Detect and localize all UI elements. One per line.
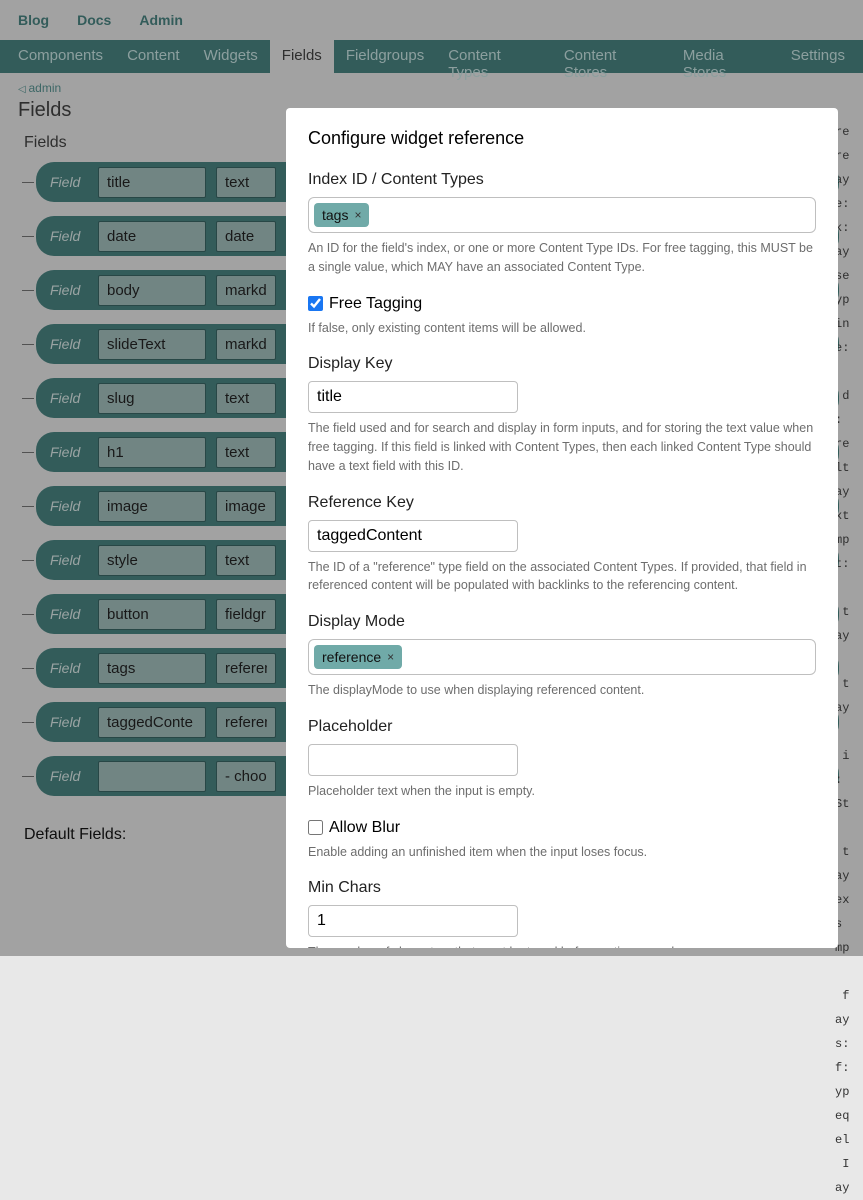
help-placeholder: Placeholder text when the input is empty… [308,782,816,801]
group-placeholder: Placeholder Placeholder text when the in… [308,718,816,801]
help-index-id: An ID for the field's index, or one or m… [308,239,816,277]
display-mode-chip[interactable]: reference × [314,645,402,669]
label-min-chars: Min Chars [308,879,816,897]
label-placeholder: Placeholder [308,718,816,736]
help-display-mode: The displayMode to use when displaying r… [308,681,816,700]
label-display-mode: Display Mode [308,613,816,631]
index-id-chip[interactable]: tags × [314,203,369,227]
group-reference-key: Reference Key The ID of a "reference" ty… [308,494,816,596]
configure-widget-modal: Configure widget reference Index ID / Co… [286,108,838,948]
group-free-tagging: Free Tagging If false, only existing con… [308,295,816,338]
remove-chip-icon[interactable]: × [354,208,361,222]
checkbox-free-tagging[interactable] [308,296,323,311]
modal-title: Configure widget reference [308,128,816,149]
remove-chip-icon[interactable]: × [387,650,394,664]
input-reference-key[interactable] [308,520,518,552]
input-min-chars[interactable] [308,905,518,937]
input-display-mode[interactable]: reference × [308,639,816,675]
help-reference-key: The ID of a "reference" type field on th… [308,558,816,596]
label-reference-key: Reference Key [308,494,816,512]
group-allow-blur: Allow Blur Enable adding an unfinished i… [308,819,816,862]
group-display-key: Display Key The field used and for searc… [308,355,816,475]
help-free-tagging: If false, only existing content items wi… [308,319,816,338]
checkbox-allow-blur[interactable] [308,820,323,835]
group-min-chars: Min Chars The number of characters that … [308,879,816,948]
help-display-key: The field used and for search and displa… [308,419,816,475]
label-index-id: Index ID / Content Types [308,171,816,189]
input-index-id[interactable]: tags × [308,197,816,233]
group-display-mode: Display Mode reference × The displayMode… [308,613,816,700]
label-display-key: Display Key [308,355,816,373]
label-allow-blur[interactable]: Allow Blur [329,819,400,837]
input-placeholder[interactable] [308,744,518,776]
group-index-id: Index ID / Content Types tags × An ID fo… [308,171,816,277]
label-free-tagging[interactable]: Free Tagging [329,295,422,313]
input-display-key[interactable] [308,381,518,413]
help-min-chars: The number of characters that must be ty… [308,943,816,948]
help-allow-blur: Enable adding an unfinished item when th… [308,843,816,862]
